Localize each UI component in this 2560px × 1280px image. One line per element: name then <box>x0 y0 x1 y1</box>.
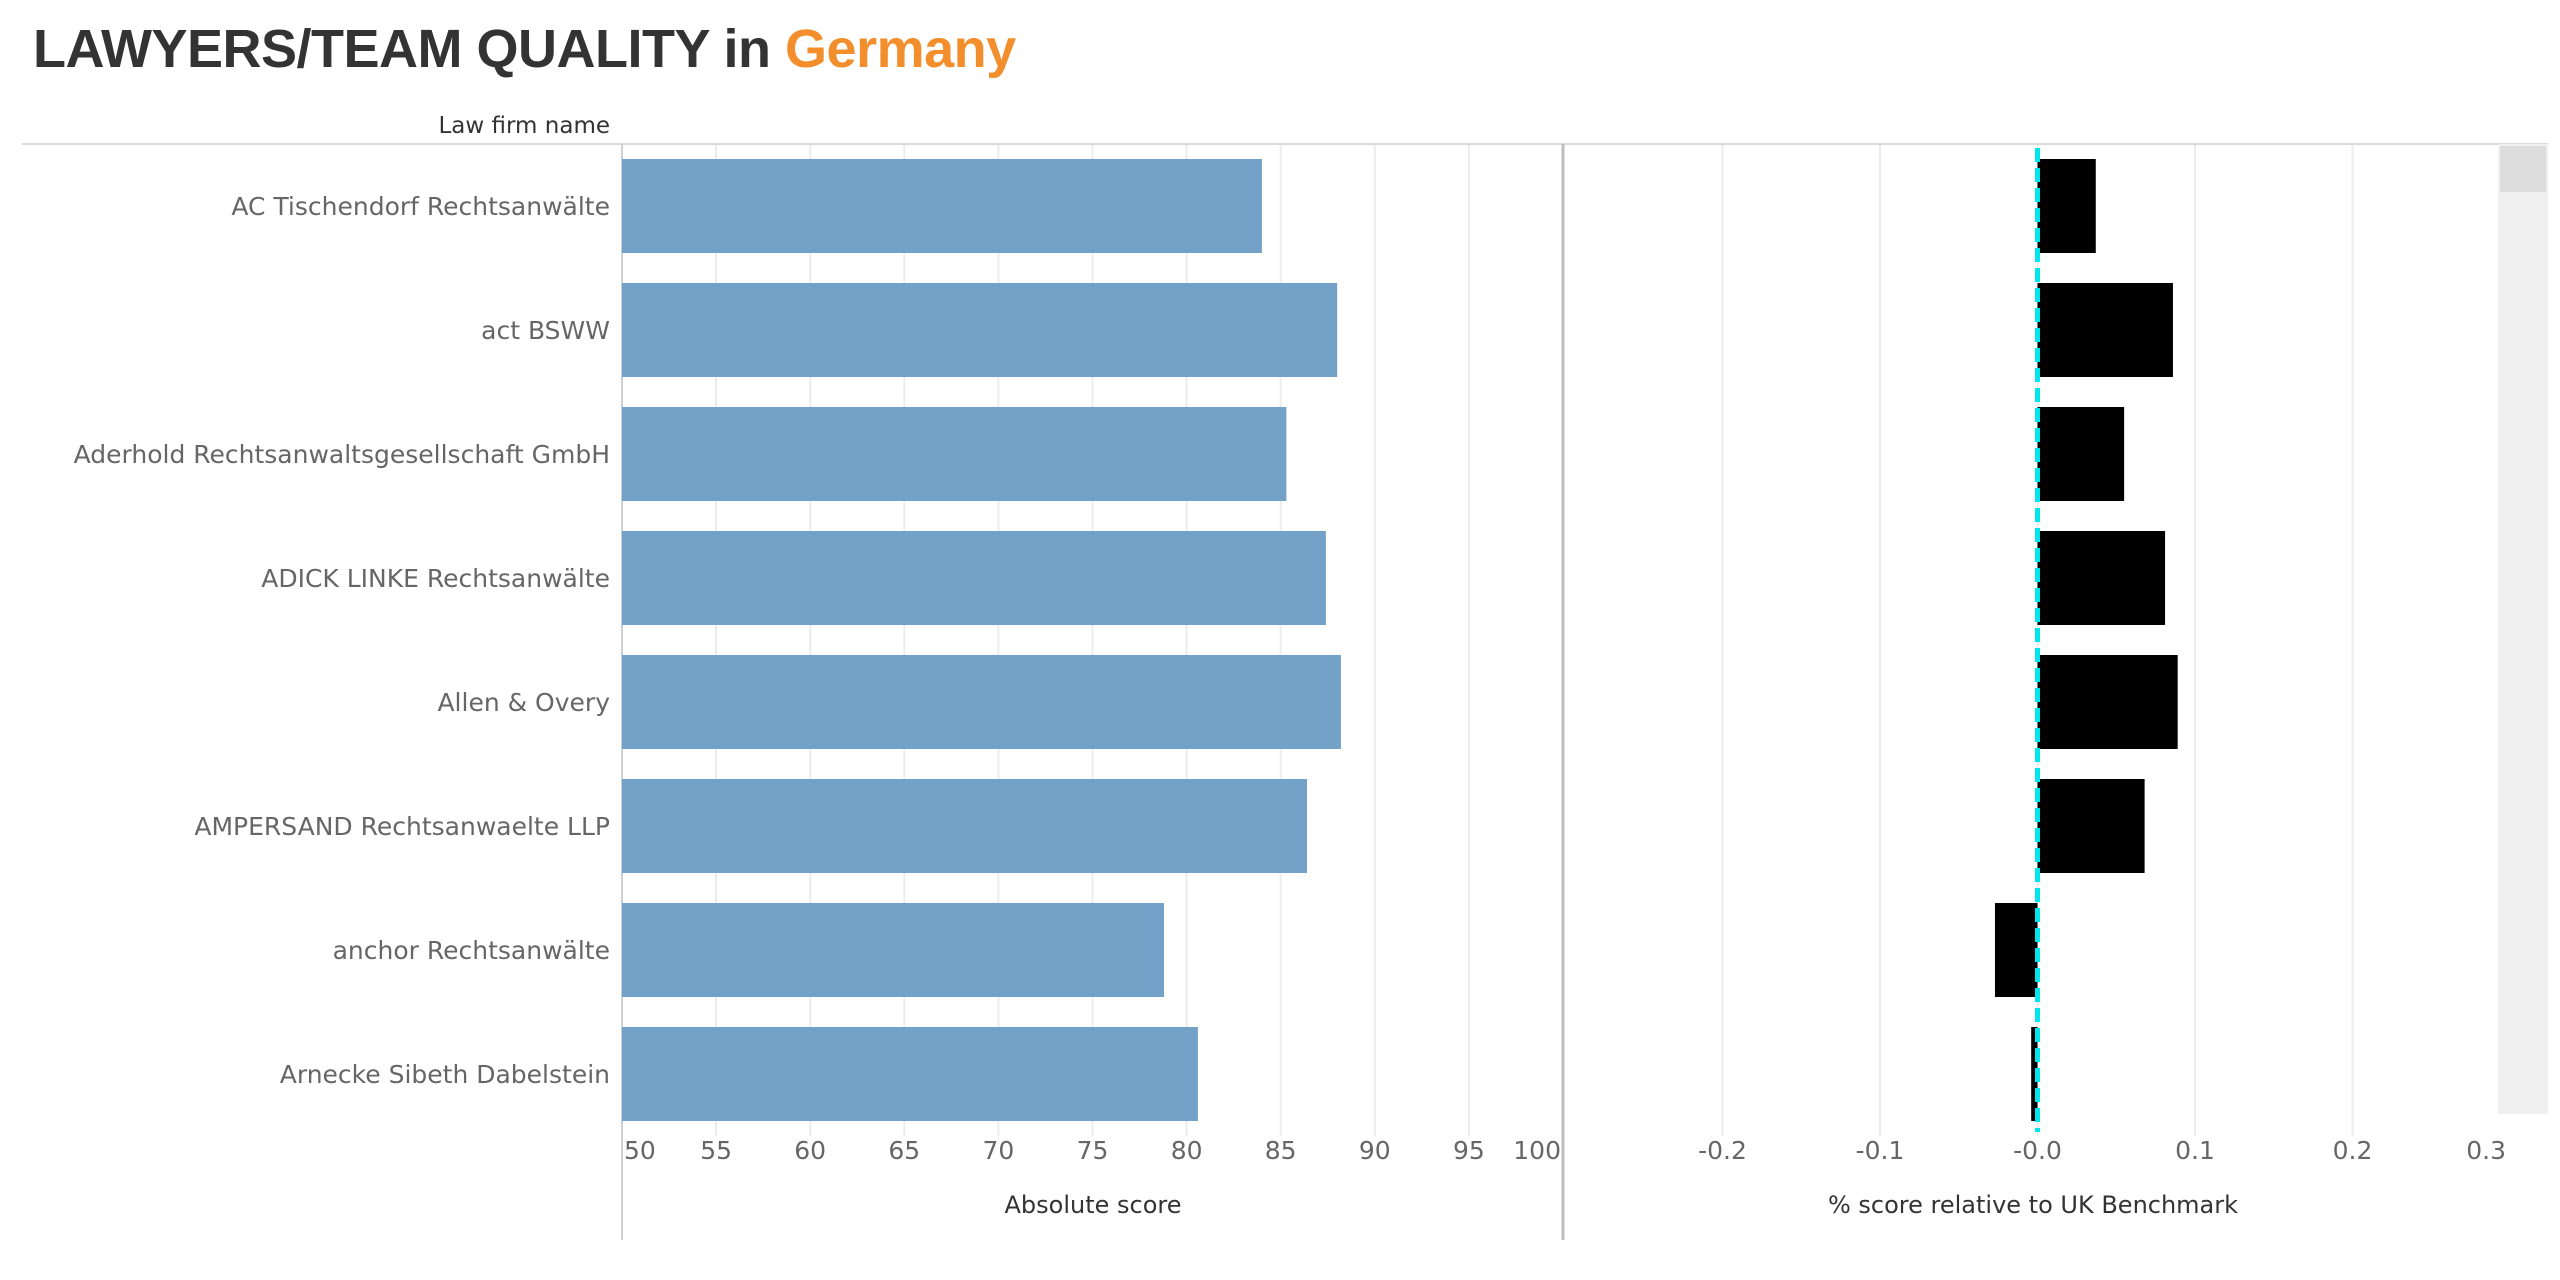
x-tick-label-absolute: 60 <box>794 1136 826 1165</box>
x-tick-label-relative: -0.2 <box>1698 1136 1747 1165</box>
absolute-score-bar[interactable] <box>622 903 1165 997</box>
dashboard-title: LAWYERS/TEAM QUALITY in Germany <box>33 18 1016 80</box>
relative-score-bar[interactable] <box>2031 1027 2038 1121</box>
relative-score-bar[interactable] <box>2037 159 2096 253</box>
relative-score-bars[interactable] <box>1994 159 2178 1121</box>
scrollbar-thumb[interactable] <box>2500 146 2546 192</box>
x-axis-title-absolute: Absolute score <box>1004 1191 1181 1219</box>
x-tick-label-absolute: 95 <box>1453 1136 1485 1165</box>
x-tick-label-absolute: 70 <box>982 1136 1014 1165</box>
x-tick-label-absolute: 55 <box>700 1136 732 1165</box>
relative-score-bar[interactable] <box>1994 903 2038 997</box>
scrollbar-track[interactable] <box>2498 144 2548 1114</box>
absolute-score-bar[interactable] <box>622 655 1341 749</box>
relative-score-bar[interactable] <box>2037 407 2125 501</box>
category-label: act BSWW <box>481 316 610 345</box>
absolute-score-bar[interactable] <box>622 1027 1198 1121</box>
relative-score-bar[interactable] <box>2037 283 2173 377</box>
category-label: Allen & Overy <box>437 688 610 717</box>
x-tick-label-absolute: 65 <box>888 1136 920 1165</box>
x-tick-label-relative: 0.3 <box>2466 1136 2506 1165</box>
x-tick-label-absolute: 75 <box>1077 1136 1109 1165</box>
relative-score-bar[interactable] <box>2037 655 2178 749</box>
absolute-score-bar[interactable] <box>622 407 1287 501</box>
x-tick-label-relative: 0.1 <box>2175 1136 2215 1165</box>
absolute-score-bar[interactable] <box>622 159 1262 253</box>
x-tick-label-absolute: 85 <box>1265 1136 1297 1165</box>
category-labels: AC Tischendorf Rechtsanwälte act BSWW Ader… <box>74 192 611 1089</box>
category-label: AC Tischendorf Rechtsanwälte <box>231 192 610 221</box>
relative-score-bar[interactable] <box>2037 779 2145 873</box>
category-label: anchor Rechtsanwälte <box>333 936 610 965</box>
x-axis-title-relative: % score relative to UK Benchmark <box>1828 1191 2238 1219</box>
category-label: AMPERSAND Rechtsanwaelte LLP <box>194 812 610 841</box>
x-tick-label-absolute: 90 <box>1359 1136 1391 1165</box>
x-tick-label-absolute: 100 <box>1513 1136 1561 1165</box>
x-tick-label-relative: -0.1 <box>1856 1136 1905 1165</box>
category-label: ADICK LINKE Rechtsanwälte <box>261 564 610 593</box>
x-tick-label-relative: -0.0 <box>2013 1136 2062 1165</box>
absolute-score-bar[interactable] <box>622 779 1308 873</box>
absolute-score-bar[interactable] <box>622 283 1338 377</box>
axis-tick-labels: 50 55 60 65 70 75 80 85 90 95 100 -0.2 -0.1 -0.0 0.1 0.… <box>624 1136 2506 1165</box>
row-header-label: Law firm name <box>438 113 610 139</box>
absolute-score-bars[interactable] <box>622 159 1341 1121</box>
x-tick-label-absolute: 80 <box>1171 1136 1203 1165</box>
title-prefix: LAWYERS/TEAM QUALITY in <box>33 19 771 79</box>
x-tick-label-absolute: 50 <box>624 1136 656 1165</box>
title-country: Germany <box>785 19 1016 79</box>
x-tick-label-relative: 0.2 <box>2333 1136 2373 1165</box>
absolute-score-bar[interactable] <box>622 531 1326 625</box>
relative-score-bar[interactable] <box>2037 531 2166 625</box>
category-label: Arnecke Sibeth Dabelstein <box>280 1060 610 1089</box>
category-label: Aderhold Rechtsanwaltsgesellschaft GmbH <box>74 440 610 469</box>
